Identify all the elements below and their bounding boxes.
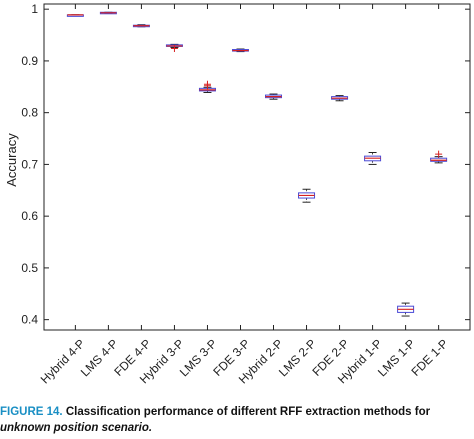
y-tick-label: 0.7 [21, 157, 38, 171]
outlier-marker [170, 45, 178, 53]
x-tick-label: FDE 1-P [409, 336, 451, 378]
outlier-marker [203, 80, 211, 88]
y-tick-label: 0.5 [21, 261, 38, 275]
y-tick-label: 1 [31, 2, 38, 16]
y-tick-label: 0.9 [21, 54, 38, 68]
y-tick-label: 0.8 [21, 106, 38, 120]
axes-frame [43, 3, 471, 331]
x-tick-label: Hybrid 4-P [38, 336, 88, 386]
outlier-marker [435, 150, 443, 158]
caption-label: FIGURE 14. [0, 406, 63, 418]
y-tick-label: 0.6 [21, 209, 38, 223]
caption-text: Classification performance of different … [65, 406, 431, 418]
y-tick-label: 0.4 [21, 313, 38, 327]
figure-caption: FIGURE 14. Classification performance of… [0, 404, 474, 436]
caption-line2: unknown position scenario. [0, 422, 153, 434]
y-axis-label: Accuracy [4, 133, 19, 187]
